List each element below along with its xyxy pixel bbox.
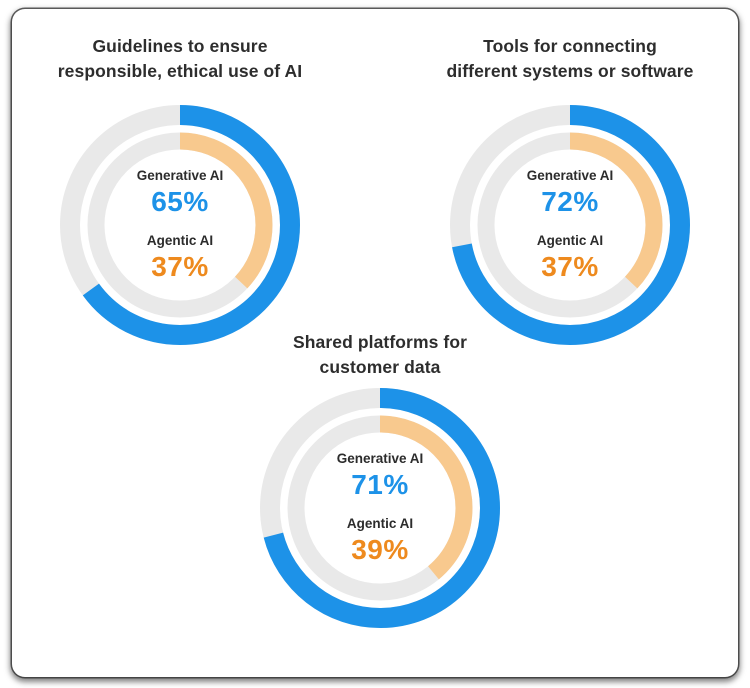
donut-center-labels: Generative AI 71% Agentic AI 39% — [260, 388, 500, 628]
chart-title: Tools for connecting different systems o… — [410, 34, 730, 84]
generative-ai-value: 72% — [541, 185, 599, 217]
donut: Generative AI 65% Agentic AI 37% — [60, 105, 300, 345]
agentic-ai-label: Agentic AI — [146, 232, 214, 248]
donut: Generative AI 71% Agentic AI 39% — [260, 388, 500, 628]
chart-title: Guidelines to ensure responsible, ethica… — [20, 34, 340, 84]
generative-ai-arc — [450, 105, 690, 345]
chart-title-line2: customer data — [319, 357, 441, 377]
agentic-ai-arc — [287, 415, 473, 601]
donut-center-labels: Generative AI 65% Agentic AI 37% — [60, 105, 300, 345]
chart-title-line1: Tools for connecting — [483, 36, 657, 56]
donut-chart-connecting-tools: Tools for connecting different systems o… — [410, 34, 730, 345]
chart-title-line2: different systems or software — [446, 61, 694, 81]
donut-chart-guidelines: Guidelines to ensure responsible, ethica… — [20, 34, 340, 345]
agentic-ai-value: 39% — [351, 533, 409, 565]
donut-center-labels: Generative AI 72% Agentic AI 37% — [450, 105, 690, 345]
donut-rings — [260, 388, 500, 628]
generative-ai-label: Generative AI — [136, 167, 224, 183]
chart-title-line2: responsible, ethical use of AI — [57, 61, 303, 81]
donut-chart-shared-platforms: Shared platforms for customer data Gener… — [220, 330, 540, 628]
donut: Generative AI 72% Agentic AI 37% — [450, 105, 690, 345]
chart-title-line1: Guidelines to ensure — [92, 36, 268, 56]
agentic-ai-value: 37% — [541, 250, 599, 282]
generative-ai-value: 71% — [351, 468, 409, 500]
generative-ai-label: Generative AI — [336, 450, 424, 466]
agentic-ai-label: Agentic AI — [536, 232, 604, 248]
chart-title: Shared platforms for customer data — [220, 330, 540, 380]
donut-rings — [450, 105, 690, 345]
chart-title-line1: Shared platforms for — [292, 332, 468, 352]
generative-ai-value: 65% — [151, 185, 209, 217]
donut-rings — [60, 105, 300, 345]
agentic-ai-arc — [477, 132, 663, 318]
agentic-ai-label: Agentic AI — [346, 515, 414, 531]
generative-ai-label: Generative AI — [526, 167, 614, 183]
generative-ai-arc — [260, 388, 500, 628]
agentic-ai-value: 37% — [151, 250, 209, 282]
generative-ai-arc — [60, 105, 300, 345]
agentic-ai-arc — [87, 132, 273, 318]
